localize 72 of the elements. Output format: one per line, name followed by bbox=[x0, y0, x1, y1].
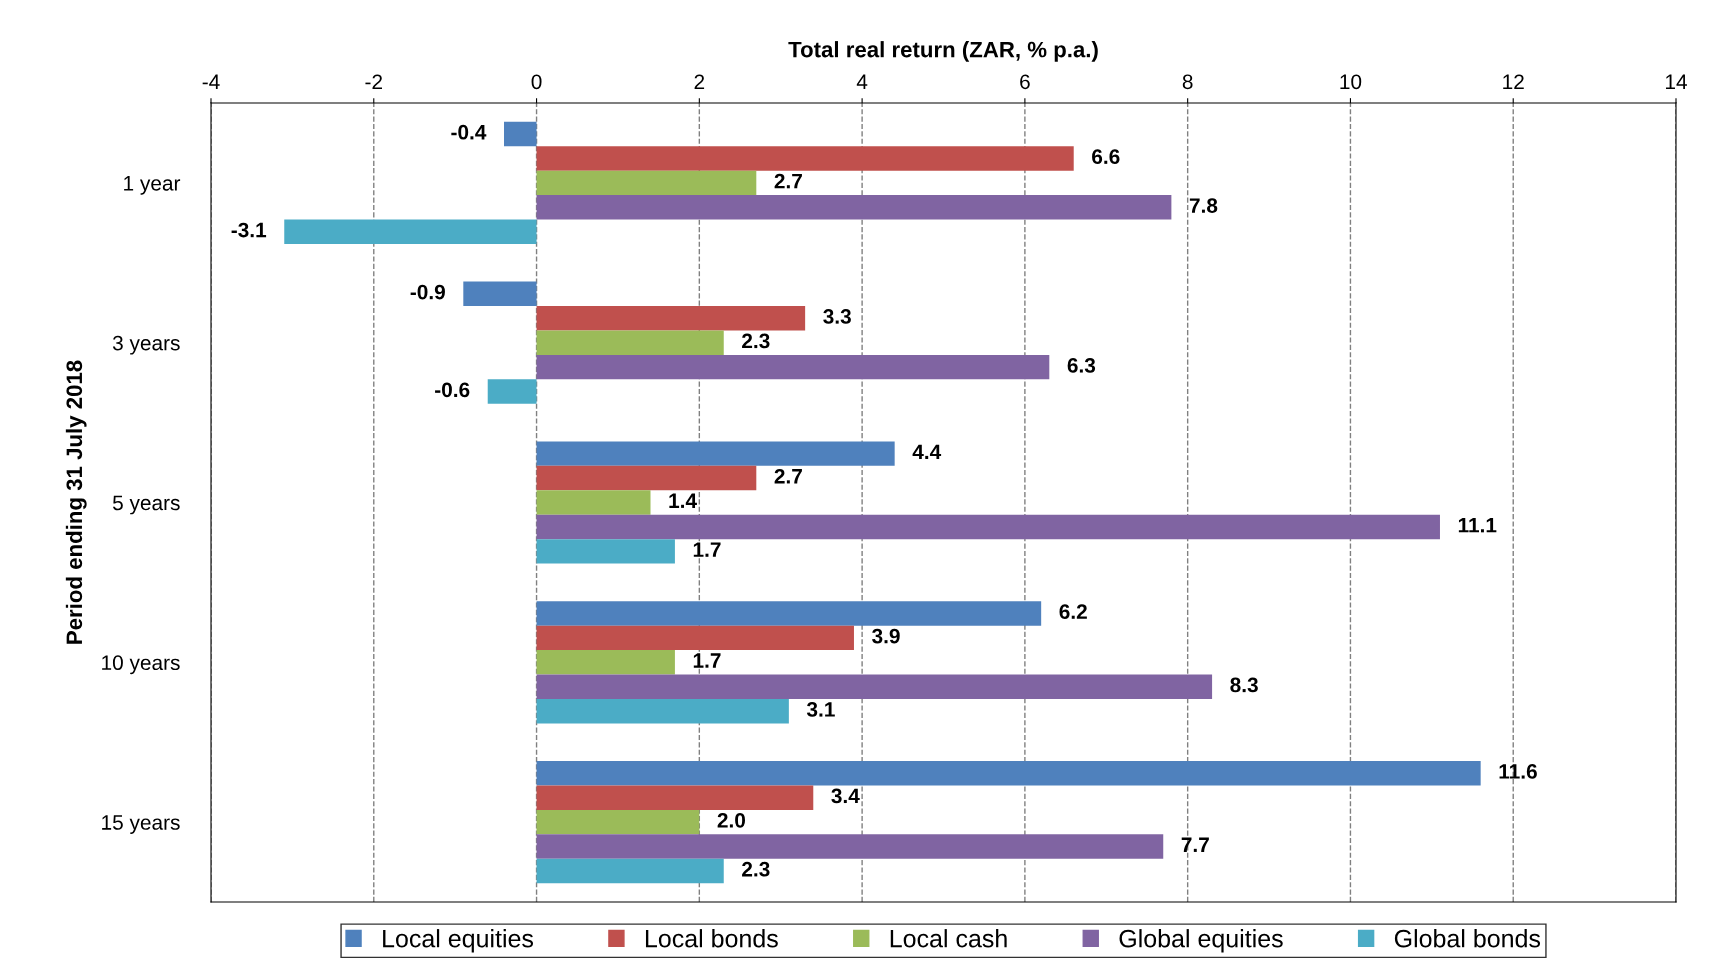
bar bbox=[487, 379, 537, 404]
x-tick-label: -4 bbox=[202, 74, 220, 89]
bar bbox=[536, 834, 1164, 859]
legend-label: Local bonds bbox=[645, 929, 778, 948]
data-label: 7.7 bbox=[1181, 837, 1209, 852]
data-label: -0.9 bbox=[410, 284, 445, 300]
data-label: 11.1 bbox=[1458, 518, 1497, 533]
y-axis-title: Period ending 31 July 2018 bbox=[65, 360, 87, 644]
x-tick-label: 2 bbox=[694, 74, 705, 89]
bar bbox=[536, 354, 1050, 380]
data-label: 6.6 bbox=[1092, 149, 1120, 165]
bar bbox=[536, 490, 651, 515]
bar bbox=[536, 441, 895, 466]
data-label: 2.3 bbox=[742, 333, 770, 349]
data-label: 2.7 bbox=[774, 468, 802, 484]
bar bbox=[536, 809, 700, 835]
data-label: 11.6 bbox=[1499, 764, 1537, 779]
data-label: 1.7 bbox=[693, 653, 721, 668]
bar bbox=[536, 195, 1172, 220]
x-tick-label: -2 bbox=[365, 74, 382, 89]
bar bbox=[536, 760, 1481, 786]
bar bbox=[536, 785, 814, 810]
data-label: -0.6 bbox=[435, 382, 470, 398]
legend-label: Local cash bbox=[890, 929, 1007, 948]
x-axis-title: Total real return (ZAR, % p.a.) bbox=[788, 41, 1098, 62]
y-tick-label: 15 years bbox=[102, 815, 180, 834]
data-label: 1.7 bbox=[693, 542, 721, 557]
data-label: 7.8 bbox=[1189, 198, 1218, 213]
y-tick-label: 3 years bbox=[112, 335, 180, 355]
data-label: 8.3 bbox=[1230, 677, 1258, 693]
data-label: 1.4 bbox=[669, 493, 697, 508]
y-tick-label: 10 years bbox=[102, 655, 180, 675]
bar bbox=[536, 146, 1074, 171]
bar bbox=[536, 170, 757, 196]
x-tick-label: 10 bbox=[1340, 74, 1362, 90]
bar bbox=[536, 306, 806, 331]
bar bbox=[536, 601, 1042, 626]
bar bbox=[536, 514, 1440, 540]
bar bbox=[536, 539, 675, 564]
bar bbox=[536, 674, 1213, 699]
y-tick-label: 5 years bbox=[112, 495, 180, 515]
data-label: -0.4 bbox=[451, 124, 487, 140]
x-tick-label: 4 bbox=[856, 74, 868, 89]
bar bbox=[536, 330, 724, 355]
x-tick-label: 12 bbox=[1503, 74, 1524, 89]
data-label: 2.7 bbox=[774, 173, 802, 189]
data-label: 2.3 bbox=[742, 861, 770, 877]
legend-label: Global bonds bbox=[1394, 929, 1541, 948]
x-tick-label: 0 bbox=[531, 74, 542, 90]
data-label: 3.4 bbox=[831, 788, 860, 804]
bar bbox=[536, 625, 854, 651]
y-tick-label: 1 year bbox=[124, 176, 181, 195]
bar bbox=[504, 121, 537, 147]
data-label: 6.3 bbox=[1067, 357, 1096, 373]
bar bbox=[536, 465, 757, 491]
data-label: 6.2 bbox=[1059, 604, 1087, 619]
x-tick-label: 6 bbox=[1020, 74, 1030, 90]
legend-label: Global equities bbox=[1119, 929, 1283, 953]
data-label: 2.0 bbox=[717, 812, 746, 828]
bar bbox=[536, 650, 675, 675]
data-label: 3.9 bbox=[872, 628, 900, 644]
data-label: 3.3 bbox=[823, 309, 851, 324]
bar bbox=[536, 858, 724, 884]
legend-label: Local equities bbox=[383, 929, 534, 953]
bar bbox=[284, 219, 537, 245]
x-tick-label: 8 bbox=[1182, 74, 1193, 90]
data-label: -3.1 bbox=[231, 222, 267, 238]
data-label: 3.1 bbox=[806, 702, 835, 717]
x-tick-label: 14 bbox=[1666, 74, 1687, 89]
bar bbox=[536, 698, 789, 724]
data-label: 4.4 bbox=[912, 444, 942, 459]
bar bbox=[463, 281, 537, 307]
